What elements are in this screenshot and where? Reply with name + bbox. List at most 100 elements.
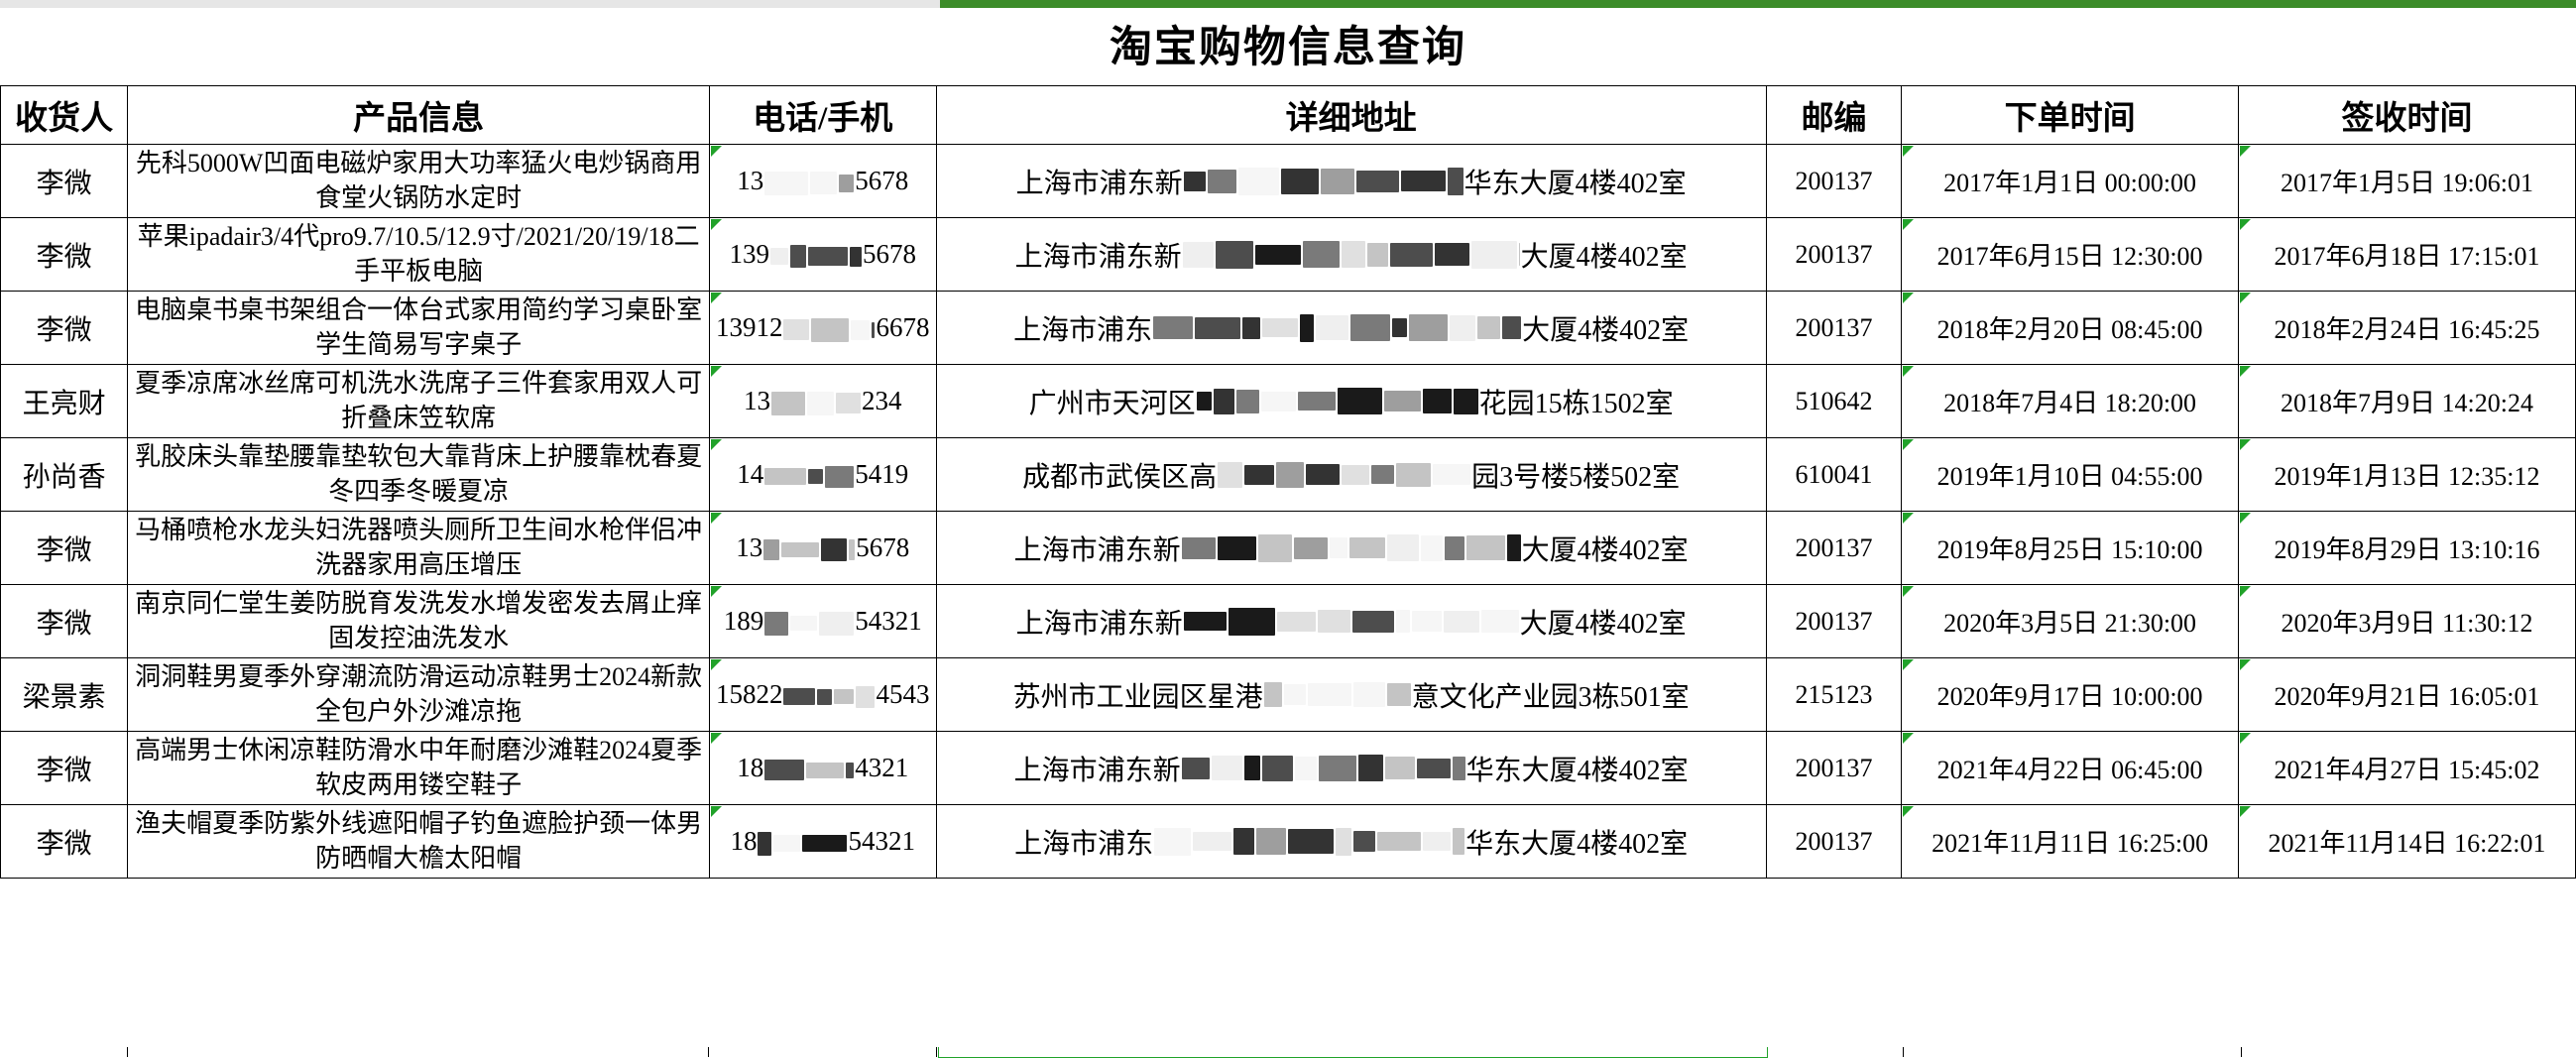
cell-phone: 13 234 xyxy=(708,364,937,438)
address-prefix: 上海市浦东新 xyxy=(1015,608,1183,640)
address-suffix: 大厦4楼402室 xyxy=(1521,534,1689,566)
redaction-block xyxy=(783,688,816,706)
redaction-block xyxy=(806,391,834,415)
redaction-block xyxy=(1352,682,1385,707)
cell-address: 上海市浦东新 大厦4楼402室 xyxy=(935,584,1767,658)
cell-sign-time: 2019年1月13日 12:35:12 xyxy=(2238,437,2576,512)
address-suffix: 华东大厦4楼402室 xyxy=(1465,828,1689,860)
cell-phone: 13912 6678 xyxy=(708,291,937,365)
redaction-block xyxy=(1480,610,1519,633)
cell-order-time: 2019年1月10日 04:55:00 xyxy=(1901,437,2240,512)
address-prefix: 苏州市工业园区星港 xyxy=(1012,681,1263,713)
address-prefix: 广州市天河区 xyxy=(1028,388,1196,419)
table-row: 李微 苹果ipadair3/4代pro9.7/10.5/12.9寸/2021/20… xyxy=(0,217,2576,292)
redaction-block xyxy=(819,611,855,636)
cell-order-time: 2020年3月5日 21:30:00 xyxy=(1901,584,2240,658)
cell-order-time: 2018年2月20日 08:45:00 xyxy=(1901,291,2240,365)
redaction-block xyxy=(1453,828,1465,855)
redaction-block xyxy=(1307,683,1351,706)
cell-recipient: 李微 xyxy=(0,144,129,218)
phone-suffix: 4543 xyxy=(876,679,930,709)
phone-prefix: 13 xyxy=(736,532,763,562)
redaction-block xyxy=(1260,391,1296,411)
redaction-block xyxy=(1207,169,1236,193)
strip-segment-highlight xyxy=(940,0,2576,8)
address-suffix: 花园15栋1502室 xyxy=(1478,388,1674,419)
column-header-sign-time: 签收时间 xyxy=(2238,85,2576,145)
cell-product-info: 苹果ipadair3/4代pro9.7/10.5/12.9寸/2021/20/1… xyxy=(127,217,710,292)
redaction-block xyxy=(1366,242,1388,267)
address-wrapper: 上海市浦东新 大厦4楼402室 xyxy=(1014,529,1689,568)
redaction-block xyxy=(810,172,838,195)
cell-phone: 14 5419 xyxy=(708,437,937,512)
cell-recipient: 李微 xyxy=(0,291,129,365)
cell-sign-time: 2019年8月29日 13:10:16 xyxy=(2238,511,2576,585)
cell-zipcode: 200137 xyxy=(1765,584,1903,658)
redaction-block xyxy=(1371,465,1395,484)
table-row: 李微 先科5000W凹面电磁炉家用大功率猛火电炒锅商用食堂火锅防水定时 13 5678… xyxy=(0,144,2576,218)
phone-prefix: 18 xyxy=(737,753,764,782)
table-row: 李微 电脑桌书桌书架组合一体台式家用简约学习桌卧室学生简易写字桌子 13912 667… xyxy=(0,291,2576,365)
cell-sign-time: 2017年6月18日 17:15:01 xyxy=(2238,217,2576,292)
redaction-block xyxy=(1193,832,1232,851)
redaction-block xyxy=(1350,314,1391,341)
redaction-block xyxy=(1262,318,1299,337)
cell-order-time: 2017年6月15日 12:30:00 xyxy=(1901,217,2240,292)
address-wrapper: 苏州市工业园区星港 意文化产业园3栋501室 xyxy=(1013,675,1690,715)
address-wrapper: 上海市浦东新 大厦4楼402室 xyxy=(1015,235,1688,275)
redaction-block xyxy=(872,321,876,338)
table-body: 李微 先科5000W凹面电磁炉家用大功率猛火电炒锅商用食堂火锅防水定时 13 5678… xyxy=(0,144,2576,879)
cell-recipient: 李微 xyxy=(0,804,129,879)
redaction-block xyxy=(1293,536,1328,559)
redaction-block xyxy=(1261,755,1293,781)
column-header-order-time: 下单时间 xyxy=(1901,85,2240,145)
redaction-block xyxy=(1283,684,1306,705)
cell-sign-time: 2017年1月5日 19:06:01 xyxy=(2238,144,2576,218)
cell-address: 上海市浦东新 华东大厦4楼402室 xyxy=(935,144,1767,218)
redaction-block xyxy=(1357,755,1383,781)
redaction-block xyxy=(1242,316,1261,339)
cell-recipient: 孙尚香 xyxy=(0,437,129,512)
phone-suffix: 5419 xyxy=(855,459,909,489)
address-prefix: 上海市浦东新 xyxy=(1013,534,1181,566)
redaction-block xyxy=(1153,316,1194,339)
redaction-block xyxy=(1318,755,1356,781)
redaction-block xyxy=(1452,756,1465,780)
address-suffix: 大厦4楼402室 xyxy=(1520,241,1688,273)
cell-order-time: 2020年9月17日 10:00:00 xyxy=(1901,657,2240,732)
redaction-block xyxy=(770,391,805,415)
redaction-block xyxy=(1218,461,1243,488)
cell-address: 上海市浦东新 华东大厦4楼402室 xyxy=(935,731,1767,805)
cell-address: 上海市浦东新 大厦4楼402室 xyxy=(935,217,1767,292)
redaction-block xyxy=(1336,827,1352,856)
redaction-block xyxy=(1329,537,1347,558)
redaction-block xyxy=(1377,832,1422,851)
cell-product-info: 电脑桌书桌书架组合一体台式家用简约学习桌卧室学生简易写字桌子 xyxy=(127,291,710,365)
cell-phone: 13 5678 xyxy=(708,144,937,218)
cell-sign-time: 2020年3月9日 11:30:12 xyxy=(2238,584,2576,658)
table-row: 李微 马桶喷枪水龙头妇洗器喷头厕所卫生间水枪伴侣冲洗器家用高压增压 13 5678 上海… xyxy=(0,511,2576,585)
redaction-block xyxy=(781,542,820,558)
phone-suffix: 5678 xyxy=(862,239,916,269)
cell-zipcode: 510642 xyxy=(1765,364,1903,438)
redaction-block xyxy=(834,689,855,705)
redaction-block xyxy=(1302,241,1340,268)
redaction-block xyxy=(1181,536,1216,559)
cell-address: 苏州市工业园区星港 意文化产业园3栋501室 xyxy=(935,657,1767,732)
cell-order-time: 2021年4月22日 06:45:00 xyxy=(1901,731,2240,805)
cell-recipient: 梁景素 xyxy=(0,657,129,732)
redaction-block xyxy=(1288,829,1335,854)
phone-prefix: 189 xyxy=(723,606,764,636)
redaction-block xyxy=(1196,392,1212,411)
phone-suffix: 5678 xyxy=(856,532,910,562)
redaction-block xyxy=(1337,388,1382,414)
redaction-block xyxy=(1411,611,1442,632)
table-bottom-clipped-row xyxy=(0,1047,2576,1058)
phone-suffix: 54321 xyxy=(855,606,922,636)
address-prefix: 上海市浦东 xyxy=(1014,828,1154,860)
redaction-block xyxy=(1306,464,1341,485)
redaction-block xyxy=(1243,756,1260,780)
cell-product-info: 先科5000W凹面电磁炉家用大功率猛火电炒锅商用食堂火锅防水定时 xyxy=(127,144,710,218)
cell-zipcode: 200137 xyxy=(1765,804,1903,879)
table-row: 李微 渔夫帽夏季防紫外线遮阳帽子钓鱼遮脸护颈一体男防晒帽大檐太阳帽 18 54321 上… xyxy=(0,804,2576,879)
